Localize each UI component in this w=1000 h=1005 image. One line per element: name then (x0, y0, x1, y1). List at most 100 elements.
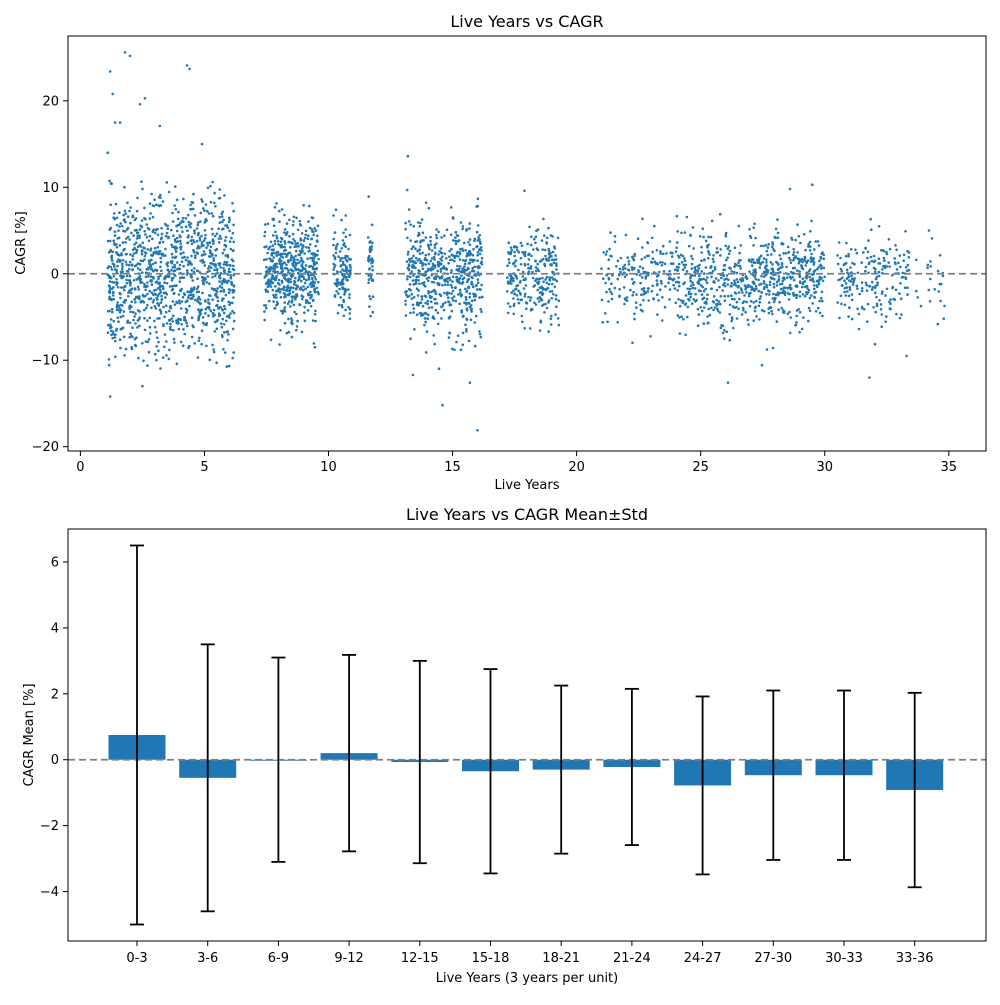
scatter-point (133, 264, 137, 268)
scatter-point (710, 306, 713, 310)
scatter-point (427, 292, 430, 295)
scatter-point (762, 275, 766, 278)
scatter-point (167, 357, 171, 361)
scatter-point (224, 235, 228, 239)
scatter-point (819, 257, 823, 260)
scatter-point (426, 317, 430, 321)
scatter-point (138, 324, 141, 328)
scatter-point (853, 262, 856, 266)
scatter-point (468, 302, 471, 305)
scatter-point (844, 261, 848, 265)
scatter-point (332, 268, 335, 271)
scatter-point (199, 220, 202, 223)
scatter-point (415, 303, 419, 307)
scatter-point (126, 235, 130, 239)
scatter-point (469, 304, 473, 307)
scatter-point (182, 292, 186, 295)
scatter-point (285, 263, 288, 267)
scatter-point (309, 281, 313, 285)
scatter-point (122, 335, 126, 339)
scatter-point (723, 278, 726, 281)
scatter-point (806, 291, 810, 294)
scatter-point (211, 238, 215, 241)
scatter-x-tick-label: 5 (200, 460, 208, 475)
scatter-point (141, 187, 144, 191)
scatter-point (370, 279, 374, 282)
scatter-point (189, 203, 192, 207)
scatter-point (412, 225, 416, 228)
scatter-point (199, 211, 202, 215)
scatter-point (795, 296, 798, 300)
scatter-point (307, 220, 310, 223)
scatter-point (273, 307, 276, 310)
scatter-point (894, 244, 897, 247)
scatter-point (270, 252, 274, 255)
scatter-point (700, 245, 703, 249)
scatter-point (346, 254, 349, 258)
scatter-point (625, 296, 629, 299)
scatter-point (857, 312, 861, 316)
scatter-point (758, 256, 761, 259)
scatter-point (606, 320, 609, 324)
scatter-point (763, 285, 766, 289)
scatter-point (414, 256, 418, 260)
scatter-point (867, 271, 870, 275)
scatter-point (449, 258, 452, 262)
scatter-point (277, 253, 280, 256)
scatter-point (304, 229, 308, 233)
scatter-point (184, 217, 188, 220)
scatter-point (936, 322, 940, 326)
scatter-point (801, 285, 804, 289)
scatter-point (744, 286, 748, 290)
scatter-point (720, 276, 723, 280)
scatter-point (549, 323, 553, 326)
scatter-point (176, 319, 180, 322)
scatter-point (668, 240, 672, 243)
scatter-point (107, 358, 111, 361)
scatter-point (304, 264, 308, 267)
scatter-point (554, 313, 557, 316)
scatter-point (174, 245, 177, 249)
scatter-point (134, 301, 137, 304)
scatter-point (813, 269, 816, 273)
scatter-point (285, 278, 288, 282)
scatter-point (201, 316, 205, 319)
scatter-point (293, 240, 297, 243)
scatter-y-tick-label: 20 (42, 94, 59, 109)
scatter-point (202, 207, 205, 210)
scatter-point (781, 242, 785, 246)
scatter-point (109, 203, 112, 207)
scatter-point (538, 260, 542, 263)
scatter-point (369, 240, 372, 243)
scatter-point (189, 262, 193, 265)
scatter-point (292, 256, 295, 259)
scatter-point (203, 221, 207, 224)
scatter-point (273, 266, 277, 270)
scatter-point (213, 201, 216, 205)
scatter-point (132, 252, 136, 255)
scatter-point (633, 317, 636, 321)
scatter-point (696, 307, 700, 311)
scatter-point (227, 220, 231, 224)
scatter-point (268, 245, 272, 249)
scatter-point (146, 319, 149, 322)
scatter-point (670, 277, 673, 281)
scatter-point (208, 358, 212, 362)
scatter-point (468, 227, 471, 230)
scatter-point (422, 262, 425, 266)
scatter-point (464, 323, 467, 327)
scatter-point (133, 243, 136, 246)
scatter-point (787, 298, 791, 301)
scatter-point (730, 297, 734, 301)
scatter-point (179, 276, 182, 280)
scatter-point (767, 311, 771, 315)
scatter-point (445, 293, 449, 296)
scatter-point (307, 246, 311, 249)
scatter-point (276, 289, 279, 292)
scatter-point (759, 244, 763, 248)
scatter-point (125, 237, 128, 240)
scatter-point (316, 290, 320, 294)
scatter-point (212, 287, 216, 291)
scatter-point (137, 288, 141, 291)
scatter-point (509, 251, 513, 254)
